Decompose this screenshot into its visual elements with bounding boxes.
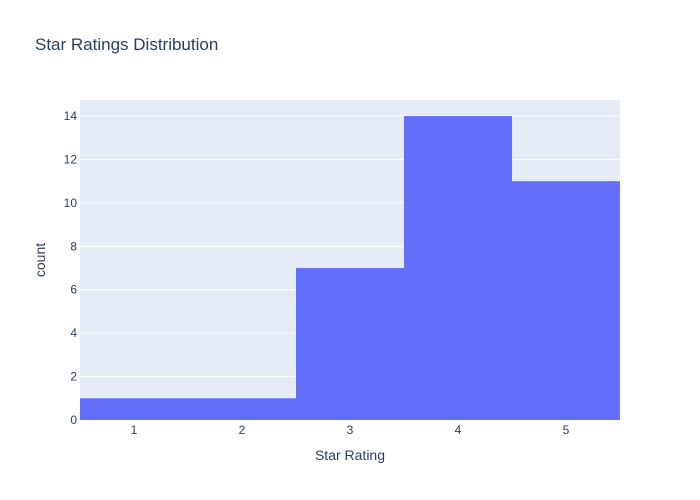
x-tick-label: 1 (131, 423, 138, 437)
bar-rating-3 (296, 268, 404, 420)
y-tick-label: 10 (64, 196, 78, 210)
x-tick-label: 4 (455, 423, 462, 437)
y-tick-label: 12 (64, 152, 78, 166)
y-tick-label: 0 (70, 413, 77, 427)
y-tick-label: 14 (64, 109, 78, 123)
bars (80, 116, 620, 421)
y-tick-labels: 0 2 4 6 8 10 12 14 (64, 109, 78, 427)
y-tick-label: 8 (70, 239, 77, 253)
y-tick-label: 4 (70, 326, 77, 340)
bar-rating-1 (80, 398, 188, 420)
bar-rating-2 (188, 398, 296, 420)
x-tick-label: 5 (563, 423, 570, 437)
x-tick-label: 3 (347, 423, 354, 437)
y-tick-label: 6 (70, 283, 77, 297)
y-tick-label: 2 (70, 370, 77, 384)
bar-rating-4 (404, 116, 512, 421)
x-tick-labels: 1 2 3 4 5 (131, 423, 570, 437)
chart-title: Star Ratings Distribution (35, 35, 218, 54)
x-tick-label: 2 (239, 423, 246, 437)
y-axis-title: count (32, 243, 48, 277)
x-axis-title: Star Rating (315, 447, 385, 463)
bar-rating-5 (512, 181, 620, 420)
